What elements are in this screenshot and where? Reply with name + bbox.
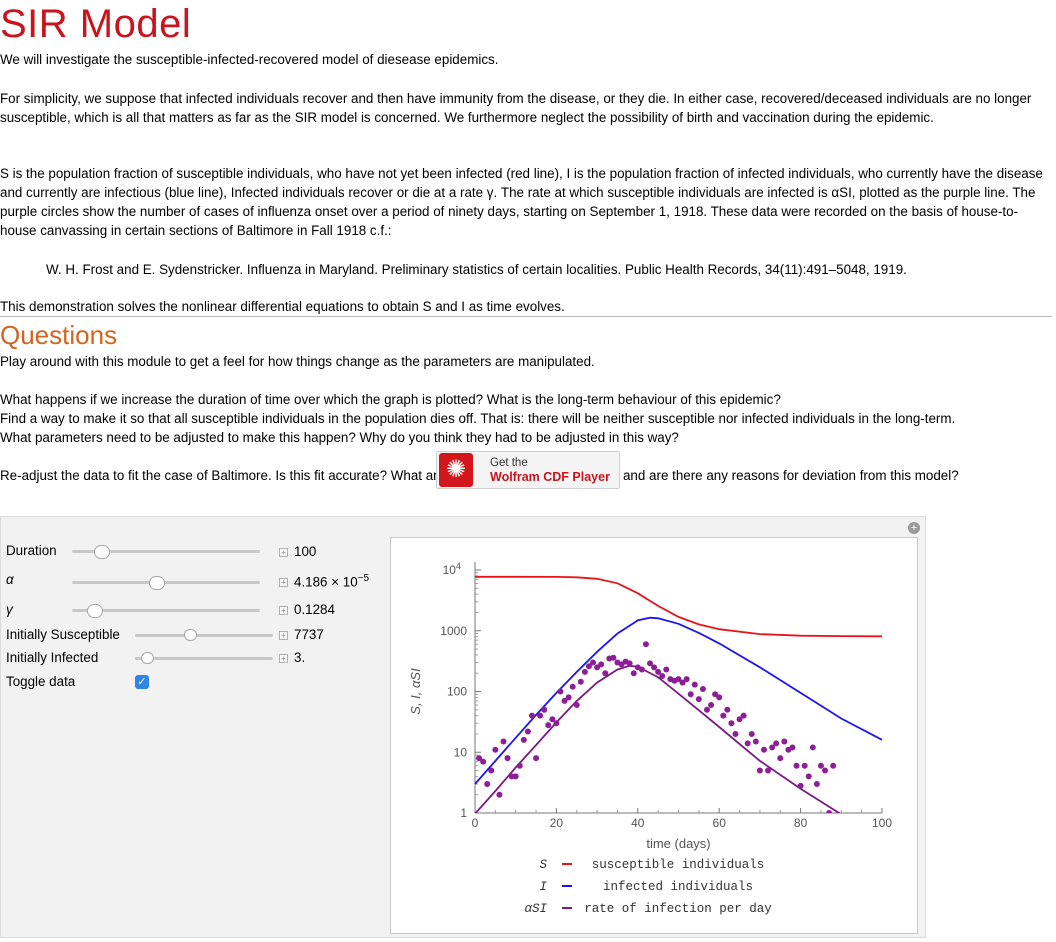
question-2: Find a way to make it so that all suscep… bbox=[0, 411, 956, 426]
cdf-player-name: Wolfram CDF Player bbox=[490, 470, 610, 484]
toggle-data-label: Toggle data bbox=[6, 674, 76, 689]
s-definition-text: S is the population fraction of suscepti… bbox=[0, 166, 1043, 238]
alpha-value-exponent: −5 bbox=[357, 573, 370, 584]
alpha-expand-icon[interactable]: + bbox=[279, 578, 288, 587]
question-1: What happens if we increase the duration… bbox=[0, 392, 781, 407]
susceptible-slider-thumb[interactable] bbox=[184, 629, 197, 641]
alpha-value: 4.186 × 10−5 bbox=[294, 573, 369, 589]
duration-slider-thumb[interactable] bbox=[94, 545, 110, 559]
reference-text: W. H. Frost and E. Sydenstricker. Influe… bbox=[46, 262, 907, 277]
question-3: What parameters need to be adjusted to m… bbox=[0, 430, 679, 445]
duration-slider[interactable] bbox=[72, 550, 260, 553]
questions-list: What happens if we increase the duration… bbox=[0, 390, 1050, 447]
infected-slider-thumb[interactable] bbox=[141, 652, 154, 664]
questions-heading: Questions bbox=[0, 320, 118, 350]
play-text: Play around with this module to get a fe… bbox=[0, 354, 595, 369]
demo-text: This demonstration solves the nonlinear … bbox=[0, 299, 565, 314]
susceptible-label: Initially Susceptible bbox=[6, 627, 120, 642]
gamma-slider[interactable] bbox=[72, 609, 260, 612]
gamma-slider-thumb[interactable] bbox=[87, 604, 103, 618]
duration-value: 100 bbox=[294, 544, 317, 559]
susceptible-expand-icon[interactable]: + bbox=[279, 631, 288, 640]
infected-value: 3. bbox=[294, 650, 306, 665]
cdf-player-badge[interactable]: ✺ Get the Wolfram CDF Player bbox=[436, 451, 620, 489]
infected-label: Initially Infected bbox=[6, 650, 99, 665]
cdf-get-label: Get the bbox=[490, 457, 528, 469]
plot-frame bbox=[390, 537, 918, 934]
options-plus-icon[interactable]: + bbox=[908, 522, 920, 534]
alpha-slider[interactable] bbox=[72, 581, 260, 584]
intro-text: We will investigate the susceptible-infe… bbox=[0, 52, 499, 67]
simplicity-text: For simplicity, we suppose that infected… bbox=[0, 91, 1032, 125]
gamma-expand-icon[interactable]: + bbox=[279, 606, 288, 615]
gamma-value: 0.1284 bbox=[294, 602, 335, 617]
gamma-label: γ bbox=[6, 602, 13, 617]
duration-expand-icon[interactable]: + bbox=[279, 548, 288, 557]
page-title: SIR Model bbox=[0, 2, 192, 46]
section-divider bbox=[0, 316, 1052, 317]
alpha-slider-thumb[interactable] bbox=[149, 576, 165, 590]
alpha-value-mantissa: 4.186 × 10 bbox=[294, 574, 358, 590]
toggle-data-checkbox[interactable]: ✓ bbox=[135, 675, 149, 689]
infected-slider[interactable] bbox=[135, 657, 273, 660]
susceptible-slider[interactable] bbox=[135, 634, 273, 637]
duration-label: Duration bbox=[6, 543, 57, 558]
alpha-label: α bbox=[6, 572, 14, 587]
wolfram-spikey-icon: ✺ bbox=[439, 453, 473, 487]
infected-expand-icon[interactable]: + bbox=[279, 654, 288, 663]
susceptible-value: 7737 bbox=[294, 627, 324, 642]
